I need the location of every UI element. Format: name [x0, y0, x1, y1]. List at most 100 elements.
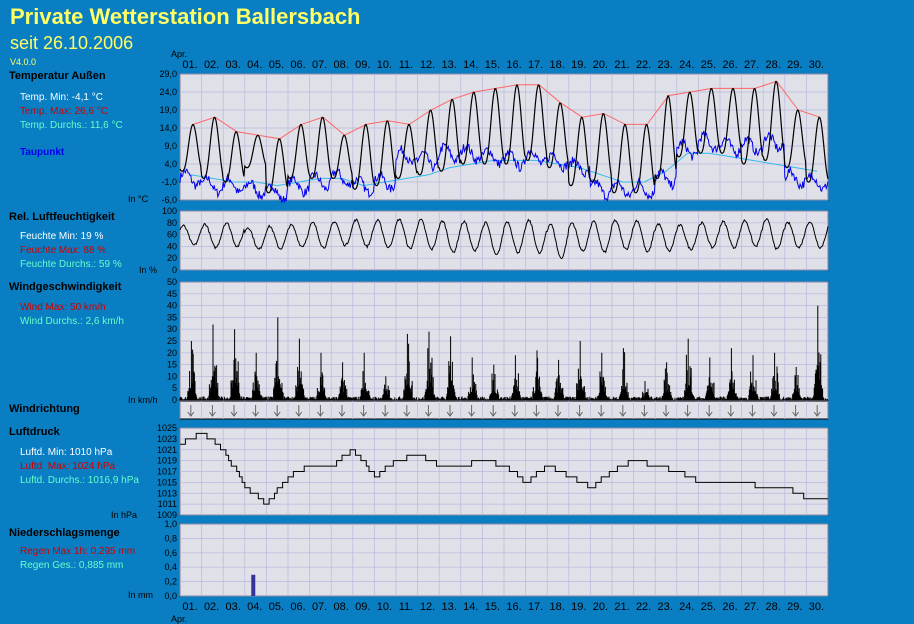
day-label-top: 05.: [269, 59, 284, 71]
wind-direction-arrow: [230, 405, 238, 417]
wind-max: Wind Max: 50 km/h: [20, 302, 106, 313]
y-tick-pres: 1019: [157, 456, 177, 466]
y-tick-temp: 9,0: [164, 141, 177, 151]
humidity-unit: In %: [139, 265, 158, 275]
wind-direction-arrow: [403, 405, 411, 417]
pressure-line: [180, 432, 828, 505]
wind-direction-arrow: [317, 405, 324, 417]
y-tick-temp: -1,0: [161, 177, 177, 187]
day-label-top: 13.: [442, 59, 457, 71]
y-tick-temp: 29,0: [159, 69, 177, 79]
day-label-bottom: 11.: [399, 601, 413, 613]
wind-direction-arrow: [554, 405, 562, 417]
pressure-avg: Luftd. Durchs.: 1016,9 hPa: [20, 475, 139, 486]
day-label-top: 18.: [550, 59, 565, 71]
day-label-top: 22.: [636, 59, 651, 71]
day-label-bottom: 24.: [679, 601, 694, 613]
y-tick-wind: 20: [167, 348, 177, 358]
rain-max: Regen Max 1h: 0,295 mm: [20, 546, 136, 557]
day-label-top: 02.: [204, 59, 219, 71]
wind-direction-arrow: [252, 405, 259, 417]
y-tick-rain: 0,4: [164, 562, 177, 572]
day-label-bottom: 01.: [182, 601, 197, 613]
wind-direction-arrow: [705, 405, 713, 417]
day-label-top: 26.: [722, 59, 737, 71]
y-tick-hum: 100: [162, 206, 177, 216]
wind-direction-arrow: [641, 405, 648, 417]
day-label-top: 17.: [528, 59, 543, 71]
wind-direction-arrow: [684, 405, 691, 417]
y-tick-rain: 0,0: [164, 591, 177, 601]
day-label-top: 20.: [593, 59, 608, 71]
humidity-avg: Feuchte Durchs.: 59 %: [20, 259, 122, 270]
humidity-line: [179, 218, 829, 260]
day-label-top: 04.: [247, 59, 262, 71]
humidity-max: Feuchte Max: 88 %: [20, 245, 107, 256]
y-tick-wind: 50: [167, 277, 177, 287]
wind-direction-arrow: [619, 405, 627, 417]
y-tick-temp: 19,0: [159, 105, 177, 115]
y-tick-wind: 45: [167, 289, 177, 299]
day-label-bottom: 13.: [442, 601, 457, 613]
month-label-bottom: Apr.: [171, 614, 187, 624]
wind-direction-arrow: [425, 405, 432, 417]
day-label-top: 14.: [463, 59, 478, 71]
day-label-bottom: 10.: [377, 601, 392, 613]
day-label-top: 03.: [226, 59, 241, 71]
day-label-bottom: 30.: [809, 601, 824, 613]
day-label-bottom: 20.: [593, 601, 608, 613]
y-tick-hum: 80: [167, 218, 177, 228]
version-label: V4.0.0: [10, 57, 37, 67]
y-tick-wind: 10: [167, 371, 177, 381]
y-tick-rain: 0,8: [164, 533, 177, 543]
day-label-top: 16.: [506, 59, 521, 71]
y-tick-wind: 40: [167, 301, 177, 311]
day-label-bottom: 12.: [420, 601, 435, 613]
y-tick-wind: 15: [167, 360, 177, 370]
y-tick-pres: 1017: [157, 467, 177, 477]
day-label-bottom: 21.: [614, 601, 629, 613]
rain-bar: [251, 574, 256, 596]
y-tick-wind: 35: [167, 312, 177, 322]
pressure-min: Luftd. Min: 1010 hPa: [20, 447, 113, 458]
temp-avg: Temp. Durchs.: 11,6 °C: [20, 120, 123, 131]
y-tick-rain: 0,6: [164, 548, 177, 558]
day-label-bottom: 14.: [463, 601, 478, 613]
y-tick-temp: -6,0: [161, 195, 177, 205]
day-label-bottom: 05.: [269, 601, 284, 613]
temp-min: Temp. Min: -4,1 °C: [20, 92, 103, 103]
day-label-top: 25.: [701, 59, 716, 71]
wind-direction-arrow: [511, 405, 519, 417]
y-tick-temp: 14,0: [159, 123, 177, 133]
wind-direction-arrow: [813, 405, 821, 417]
wind-direction-arrow: [468, 405, 475, 417]
day-label-bottom: 06.: [290, 601, 305, 613]
wind-unit: In km/h: [128, 395, 158, 405]
rain-total: Regen Ges.: 0,885 mm: [20, 560, 124, 571]
temp-section-title: Temperatur Außen: [9, 70, 106, 82]
day-label-bottom: 27.: [744, 601, 759, 613]
dewpoint-legend: Taupunkt: [20, 147, 65, 158]
day-label-bottom: 15.: [485, 601, 500, 613]
day-label-top: 08.: [334, 59, 349, 71]
pressure-unit: In hPa: [111, 510, 138, 520]
y-tick-hum: 0: [172, 265, 177, 275]
wind-direction-arrow: [338, 405, 346, 417]
day-label-top: 01.: [182, 59, 197, 71]
day-label-bottom: 16.: [506, 601, 521, 613]
y-tick-pres: 1011: [158, 499, 177, 509]
y-tick-wind: 0: [172, 395, 177, 405]
day-label-top: 11.: [399, 59, 413, 71]
day-label-top: 06.: [290, 59, 305, 71]
wind-section-title: Windgeschwindigkeit: [9, 281, 122, 293]
day-label-bottom: 23.: [658, 601, 673, 613]
wind-direction-arrow: [489, 405, 497, 417]
day-label-bottom: 28.: [766, 601, 781, 613]
day-label-top: 23.: [658, 59, 673, 71]
rain-section-title: Niederschlagsmenge: [9, 527, 120, 539]
wind-direction-arrow: [360, 405, 367, 417]
day-label-bottom: 08.: [334, 601, 349, 613]
wind-direction-arrow: [446, 405, 454, 417]
temp-max: Temp. Max: 26,6 °C: [20, 106, 108, 117]
